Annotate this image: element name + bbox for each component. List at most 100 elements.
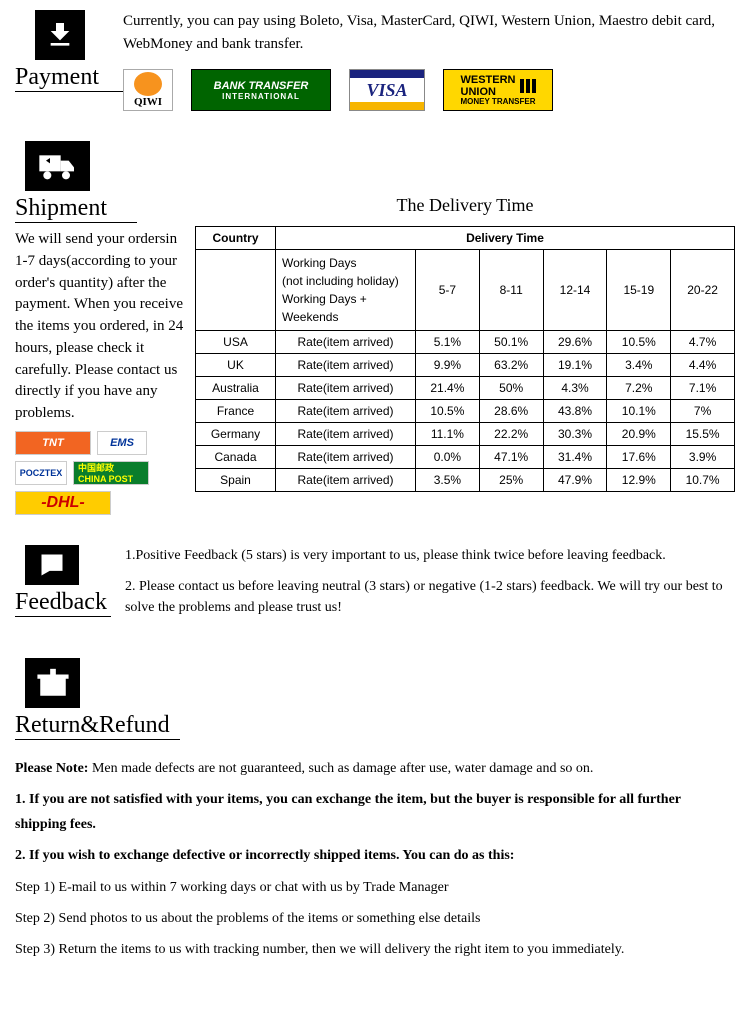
- country-cell: Spain: [196, 469, 276, 492]
- visa-label: VISA: [366, 80, 407, 101]
- table-row: Working Days (not including holiday) Wor…: [196, 250, 735, 331]
- country-cell: UK: [196, 354, 276, 377]
- range-cell: 12-14: [543, 250, 607, 331]
- rate-cell: 3.4%: [607, 354, 671, 377]
- rate-label-cell: Rate(item arrived): [276, 377, 416, 400]
- table-row: USARate(item arrived)5.1%50.1%29.6%10.5%…: [196, 331, 735, 354]
- shipment-section: Shipment We will send your ordersin 1-7 …: [0, 131, 750, 535]
- bt-sub: INTERNATIONAL: [222, 92, 300, 101]
- shipment-right-col: The Delivery Time Country Delivery Time …: [195, 191, 735, 515]
- rate-cell: 7.1%: [671, 377, 735, 400]
- chinapost-badge: 中国邮政 CHINA POST: [73, 461, 149, 485]
- range-cell: 8-11: [479, 250, 543, 331]
- table-row: GermanyRate(item arrived)11.1%22.2%30.3%…: [196, 423, 735, 446]
- note-label: Please Note:: [15, 761, 88, 776]
- wu-bars-icon: [520, 79, 536, 93]
- payment-text: Currently, you can pay using Boleto, Vis…: [123, 10, 735, 55]
- rate-cell: 63.2%: [479, 354, 543, 377]
- return-step2: Step 2) Send photos to us about the prob…: [15, 906, 735, 931]
- shipment-icon: [25, 141, 90, 191]
- rate-cell: 3.9%: [671, 446, 735, 469]
- return-p2: 2. If you wish to exchange defective or …: [15, 843, 735, 868]
- rate-cell: 29.6%: [543, 331, 607, 354]
- payment-icon-col: Payment: [15, 10, 105, 92]
- qiwi-label: QIWI: [134, 96, 162, 108]
- rate-cell: 10.1%: [607, 400, 671, 423]
- qiwi-icon: [134, 72, 162, 96]
- rate-label-cell: Rate(item arrived): [276, 400, 416, 423]
- ems-badge: EMS: [97, 431, 147, 455]
- payment-section: Payment Currently, you can pay using Bol…: [0, 0, 750, 131]
- rate-cell: 30.3%: [543, 423, 607, 446]
- return-body: Please Note: Men made defects are not gu…: [15, 756, 735, 962]
- rate-label-cell: Rate(item arrived): [276, 423, 416, 446]
- rate-label-cell: Rate(item arrived): [276, 354, 416, 377]
- country-cell: France: [196, 400, 276, 423]
- feedback-line1: 1.Positive Feedback (5 stars) is very im…: [125, 545, 735, 566]
- rate-cell: 50.1%: [479, 331, 543, 354]
- rate-cell: 9.9%: [416, 354, 480, 377]
- shipment-text: We will send your ordersin 1-7 days(acco…: [15, 229, 189, 425]
- delivery-header: Delivery Time: [276, 227, 735, 250]
- rate-cell: 0.0%: [416, 446, 480, 469]
- return-icon: [25, 658, 80, 708]
- range-cell: 20-22: [671, 250, 735, 331]
- rate-cell: 10.5%: [416, 400, 480, 423]
- note-text: Men made defects are not guaranteed, suc…: [88, 761, 593, 776]
- table-row: AustraliaRate(item arrived)21.4%50%4.3% 7…: [196, 377, 735, 400]
- empty-cell: [196, 250, 276, 331]
- wd-line: Working Days: [282, 254, 409, 272]
- rate-cell: 12.9%: [607, 469, 671, 492]
- rate-cell: 5.1%: [416, 331, 480, 354]
- shipment-left-col: Shipment We will send your ordersin 1-7 …: [15, 191, 189, 515]
- qiwi-badge: QIWI: [123, 69, 173, 111]
- rate-cell: 43.8%: [543, 400, 607, 423]
- feedback-icon: [25, 545, 79, 585]
- rate-cell: 3.5%: [416, 469, 480, 492]
- table-row: CanadaRate(item arrived)0.0%47.1%31.4%17…: [196, 446, 735, 469]
- rate-cell: 21.4%: [416, 377, 480, 400]
- feedback-section: Feedback 1.Positive Feedback (5 stars) i…: [0, 535, 750, 648]
- rate-cell: 15.5%: [671, 423, 735, 446]
- payment-text-col: Currently, you can pay using Boleto, Vis…: [123, 10, 735, 111]
- return-section: Return&Refund Please Note: Men made defe…: [0, 648, 750, 988]
- visa-badge: VISA: [349, 69, 425, 111]
- country-cell: USA: [196, 331, 276, 354]
- wu-sub: MONEY TRANSFER: [461, 98, 536, 107]
- delivery-title: The Delivery Time: [195, 195, 735, 216]
- rate-cell: 22.2%: [479, 423, 543, 446]
- rate-label-cell: Rate(item arrived): [276, 331, 416, 354]
- wu-top: WESTERN: [461, 74, 516, 86]
- return-note: Please Note: Men made defects are not gu…: [15, 756, 735, 781]
- table-row: FranceRate(item arrived)10.5%28.6%43.8%1…: [196, 400, 735, 423]
- dhl-badge: -DHL-: [15, 491, 111, 515]
- rate-label-cell: Rate(item arrived): [276, 446, 416, 469]
- rate-cell: 4.7%: [671, 331, 735, 354]
- wd-line: (not including holiday): [282, 272, 409, 290]
- rate-label-cell: Rate(item arrived): [276, 469, 416, 492]
- country-cell: Australia: [196, 377, 276, 400]
- wu-mid: UNION: [461, 86, 516, 98]
- rate-cell: 50%: [479, 377, 543, 400]
- shipment-heading: Shipment: [15, 195, 137, 223]
- pocztex-badge: POCZTEX: [15, 461, 67, 485]
- carrier-badges: TNT EMS POCZTEX 中国邮政 CHINA POST -DHL-: [15, 431, 189, 515]
- feedback-left-col: Feedback: [15, 545, 111, 617]
- feedback-text-col: 1.Positive Feedback (5 stars) is very im…: [125, 545, 735, 628]
- rate-cell: 10.7%: [671, 469, 735, 492]
- payment-badges: QIWI BANK TRANSFER INTERNATIONAL VISA WE…: [123, 69, 735, 111]
- feedback-line2: 2. Please contact us before leaving neut…: [125, 576, 735, 618]
- rate-cell: 47.1%: [479, 446, 543, 469]
- country-cell: Canada: [196, 446, 276, 469]
- delivery-table: Country Delivery Time Working Days (not …: [195, 226, 735, 492]
- payment-icon: [35, 10, 85, 60]
- return-heading: Return&Refund: [15, 712, 180, 740]
- rate-cell: 4.3%: [543, 377, 607, 400]
- rate-cell: 25%: [479, 469, 543, 492]
- range-cell: 15-19: [607, 250, 671, 331]
- wd-line: Working Days + Weekends: [282, 290, 409, 326]
- return-p1: 1. If you are not satisfied with your it…: [15, 787, 735, 837]
- table-row: SpainRate(item arrived)3.5%25%47.9%12.9%…: [196, 469, 735, 492]
- rate-cell: 19.1%: [543, 354, 607, 377]
- banktransfer-badge: BANK TRANSFER INTERNATIONAL: [191, 69, 331, 111]
